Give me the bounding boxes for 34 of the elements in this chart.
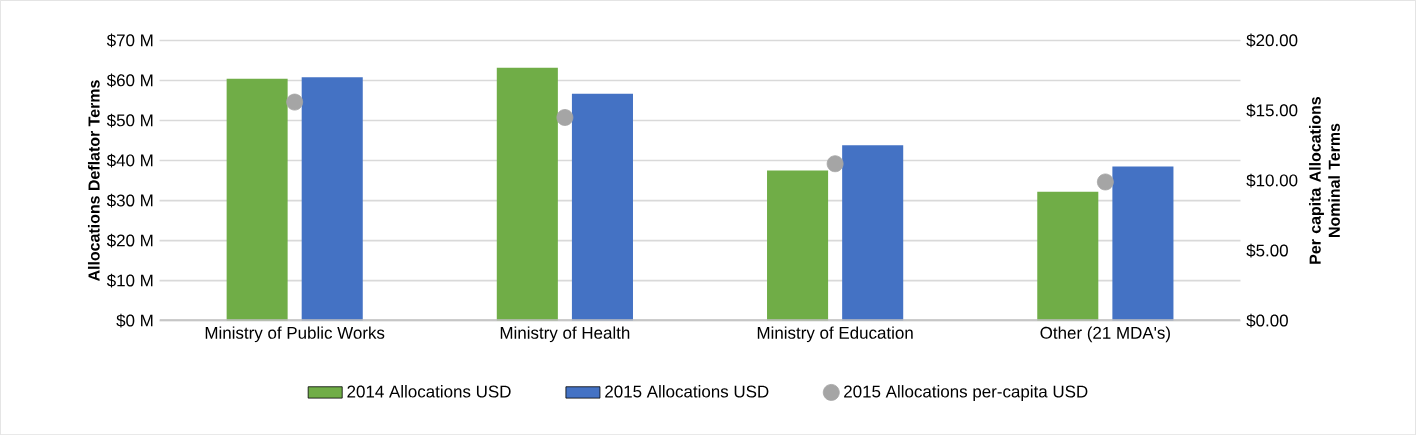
y2-tick-label: $20.00	[1246, 33, 1298, 48]
bar	[301, 77, 363, 321]
point	[826, 155, 844, 173]
bar	[571, 93, 633, 321]
y-tick-label: $60 M	[106, 73, 153, 88]
y-axis-title: Allocations Deflator Terms	[87, 80, 100, 281]
y2-axis-title: Per capita Allocations Nominal Terms	[1309, 96, 1340, 264]
y2-tick-label: $15.00	[1246, 103, 1298, 118]
x-tick-label: Other (21 MDA's)	[1040, 326, 1170, 343]
y-tick-label: $50 M	[106, 113, 153, 128]
bar	[767, 170, 829, 321]
y-tick-label: $10 M	[106, 273, 153, 288]
y2-tick-label: $0.00	[1246, 313, 1288, 328]
bar	[1112, 166, 1174, 321]
legend-label: 2015 Allocations per-capita USD	[844, 385, 1088, 401]
y-tick-label: $0 M	[116, 313, 153, 328]
y-tick-label: $30 M	[106, 193, 153, 208]
point	[286, 93, 304, 111]
legend-label: 2014 Allocations USD	[347, 385, 511, 398]
x-tick-label: Ministry of Education	[757, 326, 913, 343]
x-tick-label: Ministry of Public Works	[205, 326, 385, 343]
y2-tick-label: $10.00	[1246, 173, 1298, 188]
point	[1096, 173, 1114, 191]
bar	[496, 67, 558, 321]
y2-tick-label: $5.00	[1246, 243, 1288, 258]
point	[556, 109, 574, 126]
bar	[1037, 191, 1099, 321]
legend-label: 2015 Allocations USD	[605, 385, 769, 398]
bar	[226, 78, 288, 321]
y-tick-label: $70 M	[106, 33, 153, 48]
bar	[842, 145, 904, 321]
y-tick-label: $40 M	[106, 153, 153, 168]
y-tick-label: $20 M	[106, 233, 153, 248]
x-tick-label: Ministry of Health	[500, 326, 630, 343]
